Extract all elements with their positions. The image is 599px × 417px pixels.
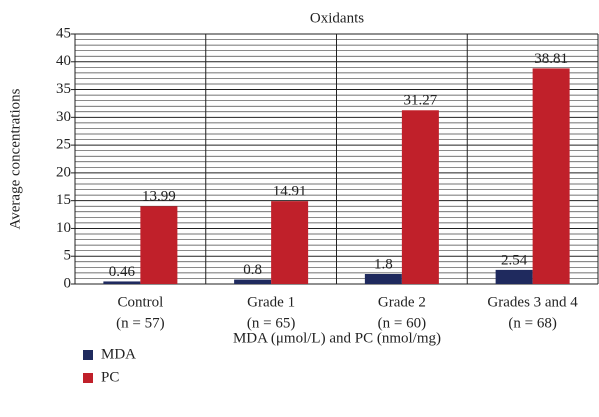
y-tick-label: 35 — [56, 81, 71, 97]
y-tick-label: 10 — [56, 220, 71, 236]
value-label: 14.91 — [273, 184, 307, 200]
bar — [271, 201, 309, 284]
x-axis-label: MDA (μmol/L) and PC (nmol/mg) — [233, 330, 441, 346]
y-tick-label: 30 — [56, 109, 71, 125]
legend-swatch — [83, 350, 93, 360]
value-label: 13.99 — [142, 189, 176, 205]
bar — [532, 68, 570, 284]
value-label: 1.8 — [374, 256, 393, 272]
y-axis-label: Average concentrations — [7, 88, 23, 229]
bar — [234, 279, 272, 284]
x-tick-sublabel: (n = 57) — [116, 315, 164, 331]
x-tick-sublabel: (n = 60) — [378, 315, 426, 331]
x-tick-sublabel: (n = 65) — [247, 315, 295, 331]
y-tick-label: 45 — [56, 25, 71, 41]
y-tick-label: 25 — [56, 137, 71, 153]
y-tick-label: 15 — [56, 192, 71, 208]
legend-label: PC — [101, 369, 119, 385]
bar — [495, 269, 533, 284]
value-label: 31.27 — [404, 93, 438, 109]
y-tick-label: 0 — [64, 275, 72, 291]
bar — [401, 110, 439, 285]
bar — [140, 206, 178, 284]
value-label: 0.46 — [109, 264, 136, 280]
y-tick-label: 40 — [56, 53, 71, 69]
x-tick-label: Control — [117, 294, 163, 310]
bar — [103, 281, 141, 284]
y-tick-label: 20 — [56, 164, 71, 180]
value-label: 38.81 — [534, 51, 568, 67]
value-label: 0.8 — [243, 262, 262, 278]
y-tick-label: 5 — [64, 248, 72, 264]
bar — [364, 274, 402, 284]
x-tick-sublabel: (n = 68) — [508, 315, 556, 331]
legend-label: MDA — [101, 346, 136, 362]
x-tick-label: Grade 2 — [378, 294, 426, 310]
x-tick-label: Grades 3 and 4 — [487, 294, 578, 310]
value-label: 2.54 — [501, 252, 528, 268]
chart-title: Oxidants — [310, 10, 364, 26]
x-tick-label: Grade 1 — [247, 294, 295, 310]
legend-swatch — [83, 373, 93, 383]
